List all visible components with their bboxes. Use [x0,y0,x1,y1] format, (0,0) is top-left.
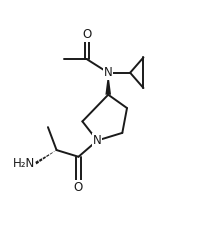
Text: N: N [93,134,102,147]
Polygon shape [53,150,56,152]
Polygon shape [35,160,39,164]
Polygon shape [43,156,46,159]
Text: O: O [74,181,83,194]
Polygon shape [39,158,42,162]
Text: O: O [82,28,92,41]
Polygon shape [50,152,53,155]
Polygon shape [46,154,49,157]
Text: N: N [104,66,113,79]
Polygon shape [105,73,111,95]
Text: H₂N: H₂N [12,157,35,170]
